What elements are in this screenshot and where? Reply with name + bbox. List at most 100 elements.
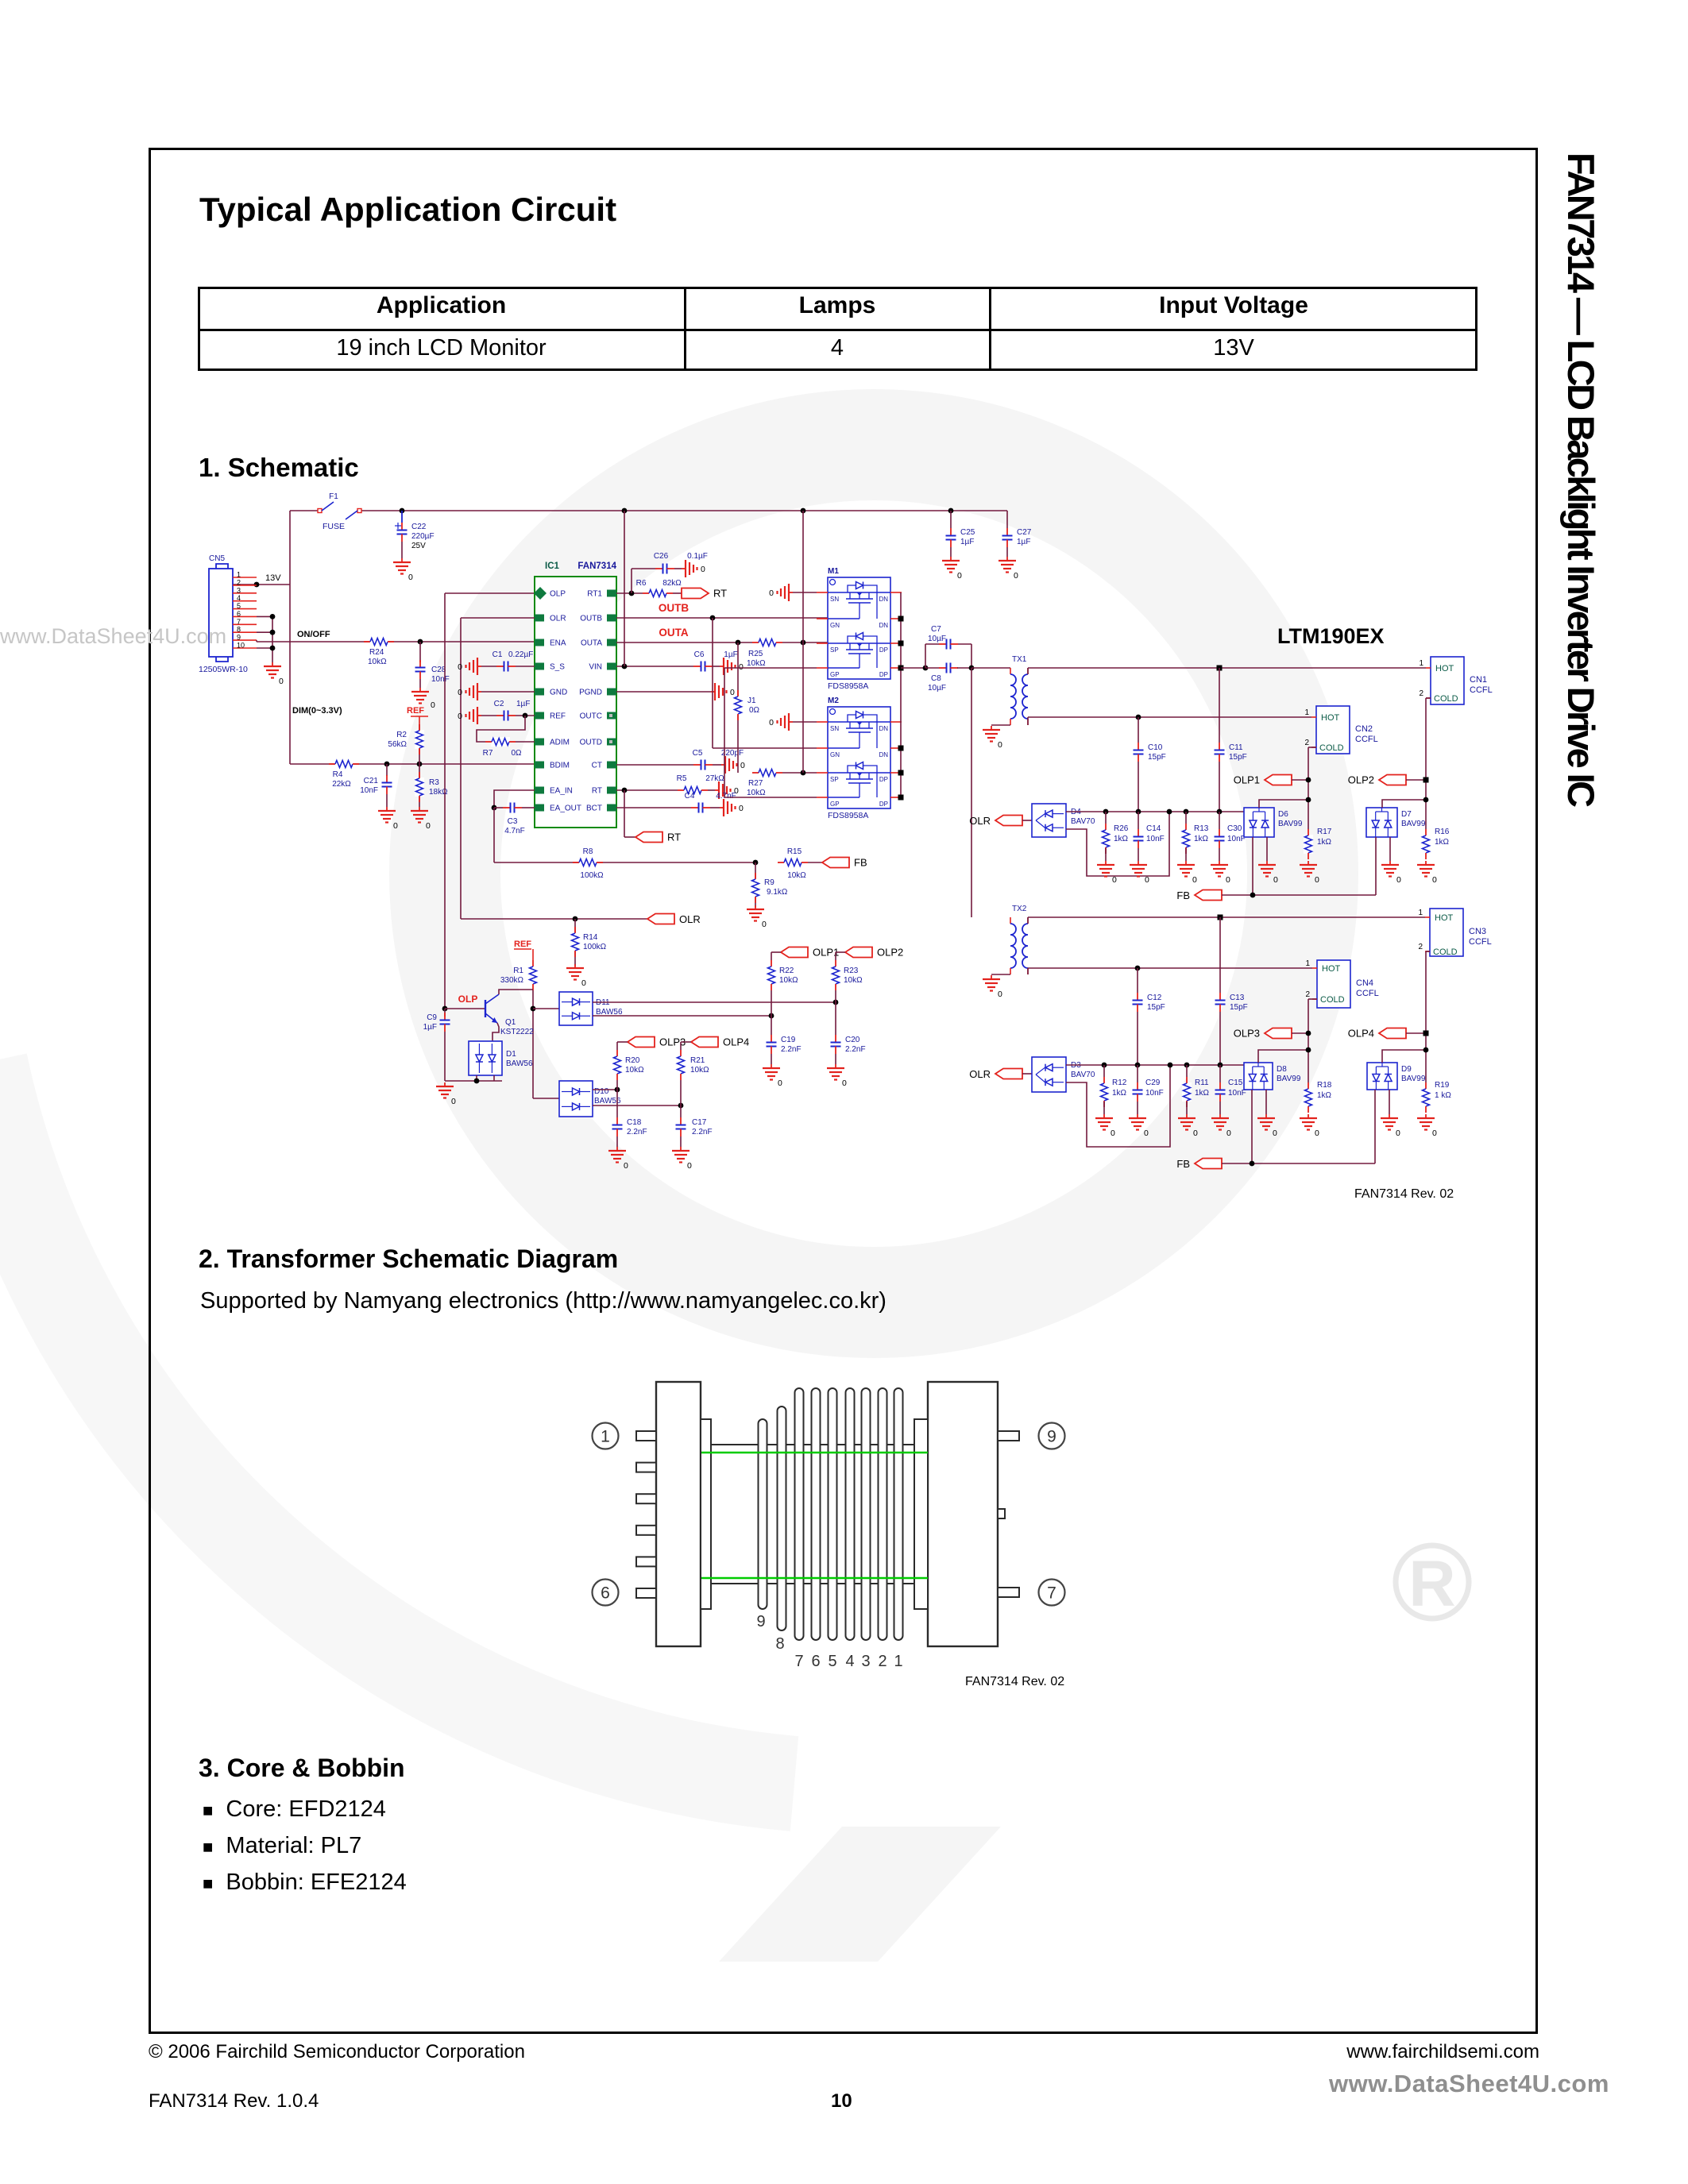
svg-text:25V: 25V xyxy=(411,542,426,550)
svg-text:2.2nF: 2.2nF xyxy=(692,1128,713,1136)
svg-text:BAV70: BAV70 xyxy=(1071,817,1095,826)
svg-text:0: 0 xyxy=(1193,1129,1198,1138)
svg-text:C28: C28 xyxy=(431,666,446,674)
svg-text:0: 0 xyxy=(458,712,462,721)
svg-text:R15: R15 xyxy=(787,847,802,856)
svg-text:0: 0 xyxy=(408,573,413,582)
svg-text:R21: R21 xyxy=(690,1056,705,1065)
svg-text:10nF: 10nF xyxy=(431,675,450,684)
svg-text:R22: R22 xyxy=(779,967,794,975)
svg-text:C27: C27 xyxy=(1017,528,1032,537)
svg-text:CN3: CN3 xyxy=(1469,927,1486,936)
svg-text:R26: R26 xyxy=(1114,824,1129,833)
svg-text:0.22µF: 0.22µF xyxy=(508,650,533,659)
svg-text:R17: R17 xyxy=(1317,828,1332,836)
svg-text:2: 2 xyxy=(1418,943,1423,951)
svg-text:2: 2 xyxy=(1419,689,1423,698)
svg-text:DP: DP xyxy=(879,671,888,678)
svg-text:R19: R19 xyxy=(1435,1081,1450,1090)
svg-text:0: 0 xyxy=(279,677,284,686)
svg-text:COLD: COLD xyxy=(1434,694,1458,704)
svg-text:1: 1 xyxy=(237,571,241,579)
svg-text:1: 1 xyxy=(1305,959,1310,968)
svg-text:0: 0 xyxy=(458,688,462,697)
svg-text:HOT: HOT xyxy=(1435,913,1454,923)
svg-text:GN: GN xyxy=(830,751,840,758)
svg-text:Q1: Q1 xyxy=(505,1018,516,1027)
svg-text:CT: CT xyxy=(592,762,602,770)
svg-text:R9: R9 xyxy=(764,878,774,887)
svg-text:C26: C26 xyxy=(654,552,669,561)
svg-text:COLD: COLD xyxy=(1320,995,1345,1005)
svg-text:C21: C21 xyxy=(364,777,379,785)
svg-text:SN: SN xyxy=(830,596,839,603)
svg-text:FDS8958A: FDS8958A xyxy=(828,811,868,820)
svg-text:1: 1 xyxy=(1419,659,1423,668)
svg-text:BAW56: BAW56 xyxy=(596,1008,623,1017)
svg-text:SP: SP xyxy=(830,776,839,783)
svg-text:0: 0 xyxy=(730,688,735,697)
svg-text:1: 1 xyxy=(601,1428,610,1446)
svg-text:1kΩ: 1kΩ xyxy=(1317,838,1332,847)
svg-text:D6: D6 xyxy=(1278,810,1288,819)
svg-text:R16: R16 xyxy=(1435,828,1450,836)
svg-text:BCT: BCT xyxy=(586,805,602,813)
svg-text:10kΩ: 10kΩ xyxy=(779,976,798,985)
svg-text:0: 0 xyxy=(393,821,398,831)
svg-text:1µF: 1µF xyxy=(516,700,530,708)
svg-text:13V: 13V xyxy=(265,573,281,583)
svg-text:D9: D9 xyxy=(1401,1065,1412,1074)
svg-text:C30: C30 xyxy=(1227,824,1242,833)
svg-text:82kΩ: 82kΩ xyxy=(662,579,682,588)
svg-text:10kΩ: 10kΩ xyxy=(625,1066,644,1075)
svg-text:RT: RT xyxy=(667,832,681,843)
svg-text:C19: C19 xyxy=(781,1036,796,1044)
svg-text:9: 9 xyxy=(1047,1428,1056,1446)
svg-text:BAW56: BAW56 xyxy=(506,1059,533,1068)
svg-text:3: 3 xyxy=(861,1653,870,1670)
svg-text:COLD: COLD xyxy=(1433,947,1458,957)
svg-text:D7: D7 xyxy=(1401,810,1412,819)
svg-text:56kΩ: 56kΩ xyxy=(388,740,407,749)
svg-text:18kΩ: 18kΩ xyxy=(429,788,448,797)
svg-text:D8: D8 xyxy=(1277,1065,1287,1074)
svg-text:7: 7 xyxy=(794,1653,803,1670)
svg-text:100kΩ: 100kΩ xyxy=(583,943,607,951)
svg-text:0: 0 xyxy=(1014,571,1018,581)
svg-text:9.1kΩ: 9.1kΩ xyxy=(767,888,788,897)
svg-text:0: 0 xyxy=(451,1097,456,1106)
svg-text:1kΩ: 1kΩ xyxy=(1194,835,1209,843)
svg-text:C4: C4 xyxy=(685,792,695,801)
svg-text:1µF: 1µF xyxy=(724,650,737,659)
svg-text:HOT: HOT xyxy=(1321,713,1340,723)
svg-text:0: 0 xyxy=(998,990,1002,999)
svg-text:CCFL: CCFL xyxy=(1355,735,1378,744)
svg-text:SP: SP xyxy=(830,646,839,654)
svg-text:0: 0 xyxy=(624,1161,628,1171)
svg-text:TX2: TX2 xyxy=(1012,905,1027,913)
svg-text:0: 0 xyxy=(957,571,962,581)
svg-text:C10: C10 xyxy=(1148,743,1163,752)
svg-text:OLP1: OLP1 xyxy=(1234,774,1260,786)
svg-text:27kΩ: 27kΩ xyxy=(705,774,724,783)
svg-text:10µF: 10µF xyxy=(928,635,946,643)
svg-text:REF: REF xyxy=(550,712,566,721)
svg-text:10nF: 10nF xyxy=(1227,835,1246,843)
svg-text:FB: FB xyxy=(1176,889,1190,901)
svg-text:0: 0 xyxy=(458,662,462,672)
svg-text:2: 2 xyxy=(1305,990,1310,999)
svg-text:0.1µF: 0.1µF xyxy=(687,552,708,561)
svg-text:GP: GP xyxy=(830,801,840,808)
svg-text:C20: C20 xyxy=(845,1036,860,1044)
svg-text:CCFL: CCFL xyxy=(1469,937,1492,947)
svg-text:0: 0 xyxy=(762,920,767,929)
svg-text:1kΩ: 1kΩ xyxy=(1112,1089,1127,1098)
svg-text:4: 4 xyxy=(237,594,241,602)
svg-text:0: 0 xyxy=(998,740,1002,750)
svg-text:6: 6 xyxy=(237,610,241,618)
svg-text:10nF: 10nF xyxy=(1228,1089,1246,1098)
svg-text:HOT: HOT xyxy=(1322,964,1341,974)
svg-text:0: 0 xyxy=(426,821,431,831)
svg-text:C14: C14 xyxy=(1146,824,1161,833)
svg-text:0: 0 xyxy=(701,565,705,574)
